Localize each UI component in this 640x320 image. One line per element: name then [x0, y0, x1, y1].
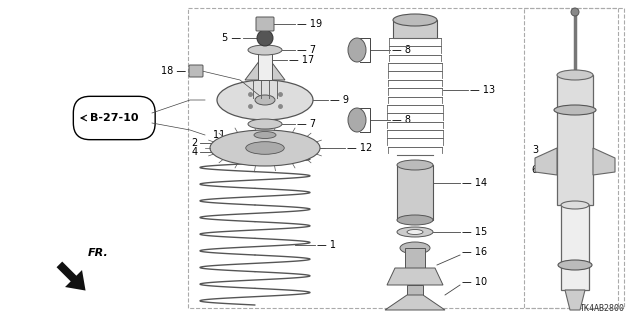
Text: — 15: — 15 — [462, 227, 487, 237]
Text: — 8: — 8 — [392, 45, 411, 55]
Ellipse shape — [558, 260, 592, 270]
Text: TK4AB2800: TK4AB2800 — [580, 304, 625, 313]
Polygon shape — [56, 261, 86, 291]
Ellipse shape — [557, 70, 593, 80]
Ellipse shape — [393, 14, 437, 26]
Ellipse shape — [246, 142, 284, 154]
Text: — 7: — 7 — [297, 45, 316, 55]
FancyBboxPatch shape — [189, 65, 203, 77]
Text: 11 —: 11 — — [213, 130, 238, 140]
Polygon shape — [387, 268, 443, 285]
Polygon shape — [535, 148, 557, 175]
Ellipse shape — [397, 227, 433, 237]
Text: FR.: FR. — [88, 248, 109, 258]
Bar — [524, 8, 624, 308]
Text: — 19: — 19 — [297, 19, 322, 29]
Ellipse shape — [248, 119, 282, 129]
Ellipse shape — [397, 215, 433, 225]
Polygon shape — [385, 295, 445, 310]
Ellipse shape — [348, 108, 366, 132]
Text: — 16: — 16 — [462, 247, 487, 257]
Ellipse shape — [348, 38, 366, 62]
Polygon shape — [245, 60, 285, 80]
Text: 4: 4 — [192, 147, 198, 157]
Bar — [561, 205, 589, 290]
Polygon shape — [407, 285, 423, 295]
Circle shape — [257, 30, 273, 46]
Ellipse shape — [248, 45, 282, 55]
Text: — 9: — 9 — [330, 95, 349, 105]
Text: 3: 3 — [532, 145, 538, 155]
Text: — 13: — 13 — [470, 85, 495, 95]
Ellipse shape — [400, 242, 430, 254]
Text: 2: 2 — [192, 138, 198, 148]
Polygon shape — [565, 290, 585, 310]
Ellipse shape — [254, 132, 276, 139]
Bar — [393, 20, 437, 38]
Text: — 8: — 8 — [392, 115, 411, 125]
Ellipse shape — [554, 105, 596, 115]
FancyBboxPatch shape — [256, 17, 274, 31]
Polygon shape — [593, 148, 615, 175]
Ellipse shape — [210, 130, 320, 166]
Text: 6: 6 — [532, 165, 538, 175]
Text: — 17: — 17 — [289, 55, 314, 65]
Text: — 14: — 14 — [462, 178, 487, 188]
Bar — [397, 165, 433, 220]
Bar — [557, 75, 593, 205]
Text: — 1: — 1 — [317, 240, 336, 250]
Bar — [188, 8, 618, 308]
Text: 5 —: 5 — — [222, 33, 241, 43]
Text: B-27-10: B-27-10 — [90, 113, 138, 123]
Text: — 7: — 7 — [297, 119, 316, 129]
Ellipse shape — [255, 95, 275, 105]
Ellipse shape — [407, 229, 423, 235]
Text: — 10: — 10 — [462, 277, 487, 287]
Circle shape — [571, 8, 579, 16]
Bar — [405, 248, 425, 268]
Ellipse shape — [217, 80, 313, 120]
Bar — [258, 52, 272, 80]
Ellipse shape — [397, 160, 433, 170]
Text: 18 —: 18 — — [161, 66, 186, 76]
Ellipse shape — [561, 201, 589, 209]
Text: — 12: — 12 — [347, 143, 372, 153]
